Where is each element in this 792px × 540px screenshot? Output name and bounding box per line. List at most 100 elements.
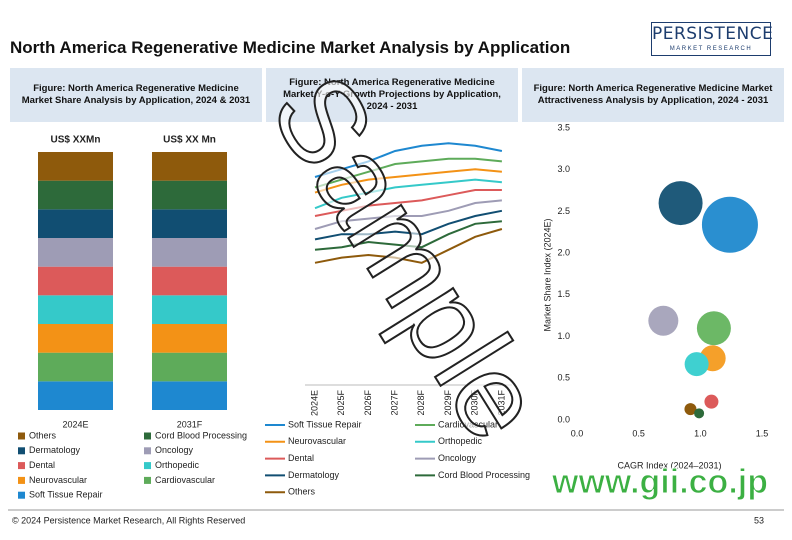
bubble [684, 403, 697, 416]
x-tick-label: 2029F [443, 390, 453, 416]
bar-segment [152, 152, 227, 181]
legend-label: Orthopedic [438, 436, 483, 446]
x-tick-label: 2024E [309, 390, 319, 416]
bar-segment [152, 352, 227, 382]
x-axis-label: CAGR Index (2024–2031) [617, 460, 721, 470]
x-tick-label: 1.0 [694, 428, 707, 438]
y-tick-label: 2.5 [557, 206, 570, 216]
legend-label: Neurovascular [288, 436, 346, 446]
series-line [314, 199, 502, 230]
legend-label: Others [29, 430, 57, 440]
legend-swatch [18, 447, 25, 455]
bar-segment [38, 381, 113, 410]
bar-segment [152, 180, 227, 210]
legend-label: Orthopedic [155, 460, 200, 470]
y-tick-label: 3.5 [557, 122, 570, 132]
y-tick-label: 0.0 [557, 414, 570, 424]
legend-label: Cardiovascular [438, 419, 498, 429]
x-tick-label: 2025F [336, 390, 346, 416]
bar-label: US$ XX Mn [163, 135, 216, 146]
bar-segment [152, 209, 227, 238]
series-line [314, 189, 502, 217]
series-line [314, 168, 502, 194]
y-tick-label: 2.0 [557, 248, 570, 258]
legend-swatch [18, 462, 25, 470]
bar-segment [38, 180, 113, 210]
legend-label: Cardiovascular [155, 475, 215, 485]
bubble [696, 311, 731, 346]
panel-header: Figure: North America Regenerative Medic… [266, 68, 518, 122]
series-line [314, 220, 502, 251]
panel-header: Figure: North America Regenerative Medic… [522, 68, 784, 122]
logo-name: PERSISTENCE [652, 24, 774, 44]
bar-segment [38, 324, 113, 353]
series-line [314, 157, 502, 189]
slide-title: North America Regenerative Medicine Mark… [10, 38, 571, 57]
legend-label: Oncology [438, 453, 477, 463]
bar-segment [38, 152, 113, 181]
bar-segment [38, 266, 113, 296]
bubble [648, 305, 679, 336]
bar-label: US$ XXMn [50, 135, 100, 146]
x-tick-label: 2026F [363, 390, 373, 416]
legend-swatch [144, 462, 151, 470]
legend-swatch [18, 476, 25, 484]
legend-label: Dermatology [29, 445, 81, 455]
page-number: 53 [754, 515, 764, 525]
legend-label: Neurovascular [29, 475, 87, 485]
legend-label: Dental [288, 453, 314, 463]
bubble [701, 196, 758, 253]
x-tick-label: 2028F [416, 390, 426, 416]
bar-segment [152, 238, 227, 267]
legend-label: Soft Tissue Repair [29, 490, 103, 500]
bar-segment [38, 209, 113, 238]
x-tick-label: 2031F [496, 390, 506, 416]
footer-text: © 2024 Persistence Market Research, All … [12, 515, 245, 525]
legend-label: Soft Tissue Repair [288, 419, 362, 429]
series-line [314, 209, 503, 241]
series-line [314, 178, 502, 210]
y-tick-label: 3.0 [557, 164, 570, 174]
legend-swatch [144, 432, 151, 440]
logo-tagline: MARKET RESEARCH [669, 46, 753, 52]
bar-segment [38, 295, 113, 324]
bar-segment [152, 266, 227, 296]
bubble [694, 408, 705, 419]
legend-swatch [144, 447, 151, 455]
logo: PERSISTENCE MARKET RESEARCH [651, 22, 774, 56]
legend-label: Dermatology [288, 470, 340, 480]
panel-header: Figure: North America Regenerative Medic… [10, 68, 262, 122]
legend-label: Dental [29, 460, 55, 470]
legend-swatch [18, 491, 25, 499]
series-line [314, 142, 503, 178]
legend-label: Others [288, 487, 316, 497]
x-tick-label: 0.5 [632, 428, 645, 438]
x-tick-label: 0.0 [571, 428, 584, 438]
bar-segment [152, 324, 227, 353]
bar-segment [152, 381, 227, 410]
x-tick-label: 2030F [470, 390, 480, 416]
bar-segment [152, 295, 227, 324]
watermark: Sample [246, 53, 570, 462]
bubble [658, 181, 703, 226]
bar-segment [38, 352, 113, 382]
legend-label: Cord Blood Processing [155, 430, 247, 440]
legend-swatch [18, 432, 25, 440]
y-tick-label: 0.5 [557, 373, 570, 383]
bubble [704, 394, 719, 409]
y-tick-label: 1.0 [557, 331, 570, 341]
x-tick-label: 1.5 [756, 428, 769, 438]
bubble [684, 352, 709, 377]
legend-label: Cord Blood Processing [438, 470, 530, 480]
legend-swatch [144, 476, 151, 484]
y-axis-label: Market Share Index (2024E) [542, 218, 552, 331]
bar-segment [38, 238, 113, 267]
x-tick-label: 2031F [177, 419, 203, 429]
y-tick-label: 1.5 [557, 289, 570, 299]
x-tick-label: 2024E [62, 419, 88, 429]
legend-label: Oncology [155, 445, 194, 455]
site-watermark: www.gii.co.jp [551, 463, 768, 501]
series-line [314, 228, 503, 264]
